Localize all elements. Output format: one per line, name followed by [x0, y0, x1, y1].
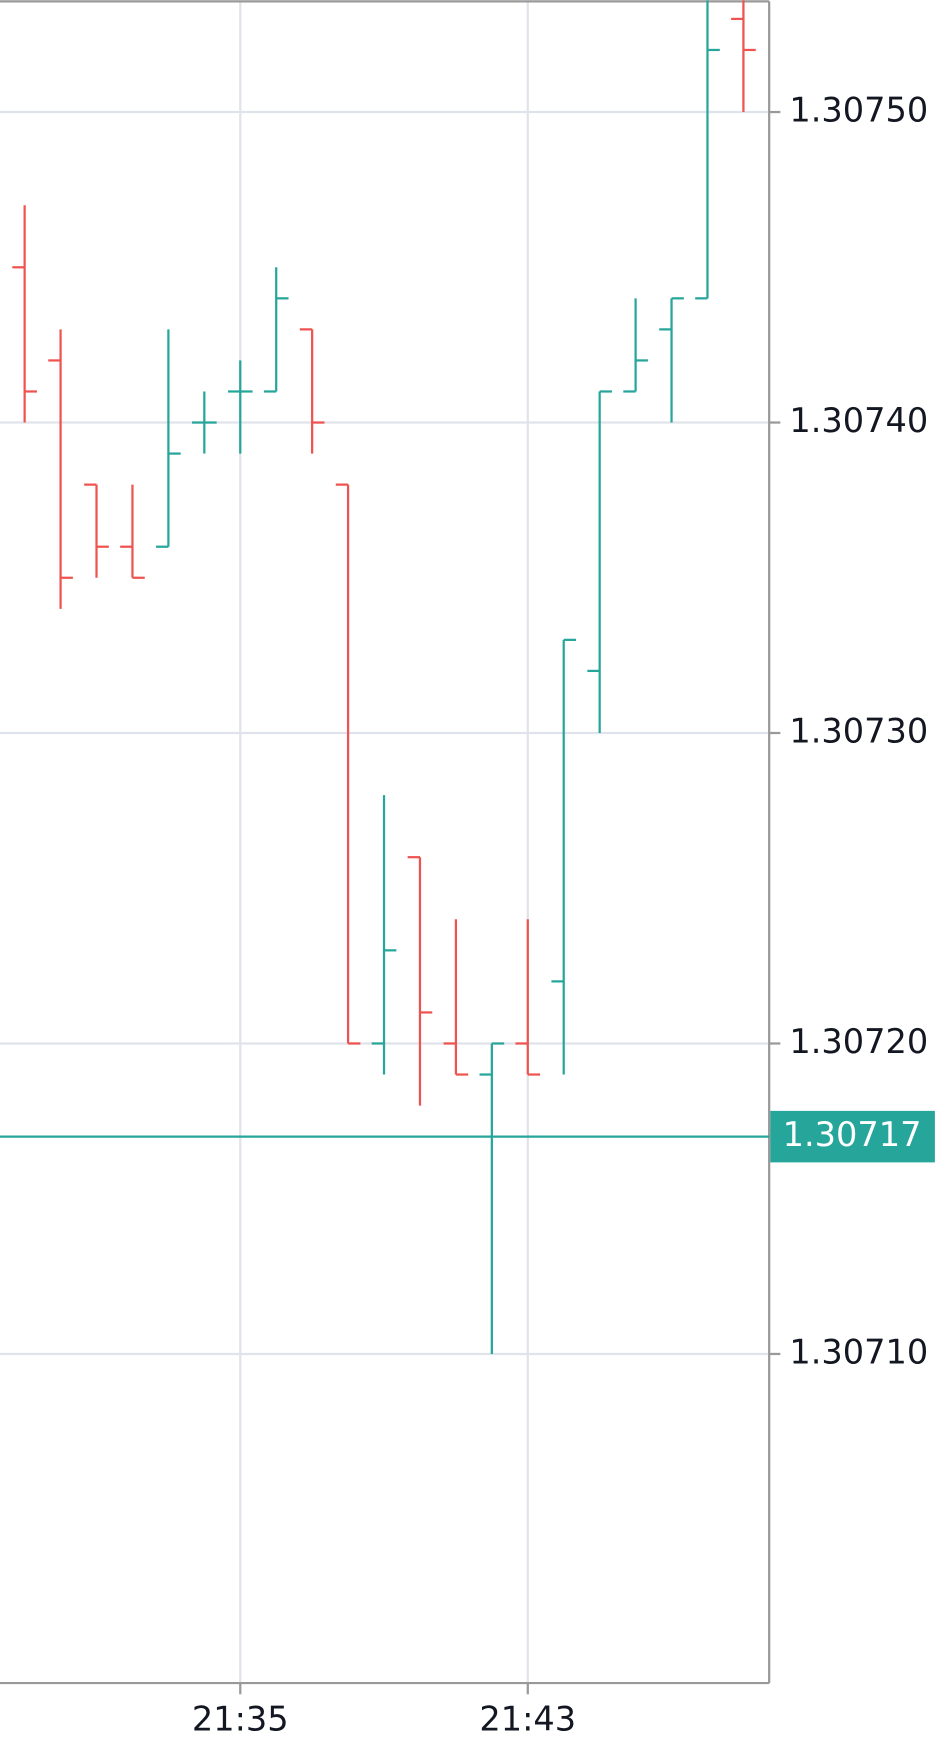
y-tick-label: 1.30750	[789, 91, 928, 130]
y-tick-label: 1.30740	[789, 401, 928, 440]
last-price-box	[770, 1110, 935, 1163]
last-price-label: 1.30717	[783, 1115, 922, 1154]
y-tick-label: 1.30710	[789, 1332, 928, 1371]
x-tick-label: 21:43	[479, 1700, 576, 1739]
y-tick-label: 1.30720	[789, 1022, 928, 1061]
y-tick-label: 1.30730	[789, 712, 928, 751]
x-tick-label: 21:35	[192, 1700, 289, 1739]
